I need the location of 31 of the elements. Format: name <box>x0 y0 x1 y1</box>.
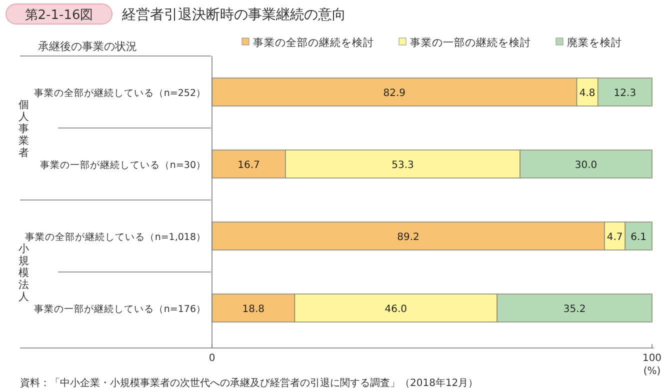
data-label: 35.2 <box>563 304 586 315</box>
data-label: 18.8 <box>242 304 264 315</box>
data-label: 82.9 <box>383 88 406 99</box>
text: 第2-1-16図 <box>24 8 94 23</box>
legend-label: 事業の一部の継続を検討 <box>410 36 531 49</box>
x-tick-label: 100 <box>642 353 662 364</box>
y-axis-title: 承継後の事業の状況 <box>38 40 137 53</box>
data-label: 30.0 <box>574 160 598 171</box>
text: 個人事業者 <box>18 99 30 159</box>
data-label: 53.3 <box>392 160 414 171</box>
legend-item: 事業の一部の継続を検討 <box>398 37 531 49</box>
data-label: 4.8 <box>579 88 596 99</box>
data-label: 6.1 <box>630 232 647 243</box>
y-tick-label: 事業の全部が継続している（n=1,018） <box>24 231 206 243</box>
data-label: 89.2 <box>397 232 420 243</box>
chart-title: 経営者引退決断時の事業継続の意向 <box>121 7 346 23</box>
y-tick-label: 事業の全部が継続している（n=252） <box>34 87 206 99</box>
legend-label: 廃業を検討 <box>567 36 622 49</box>
data-label: 46.0 <box>384 304 408 315</box>
y-tick-label: 事業の一部が継続している（n=176） <box>34 303 206 315</box>
legend-item: 事業の全部の継続を検討 <box>242 37 374 49</box>
data-label: 12.3 <box>614 88 636 99</box>
x-axis-title: (%) <box>643 366 661 377</box>
text: 資料：「中小企業・小規模事業者の次世代への承継及び経営者の引退に関する調査」（2018年12月） <box>20 377 478 389</box>
x-tick-label: 0 <box>208 353 216 364</box>
y-tick-label: 事業の一部が継続している（n=30） <box>40 159 206 171</box>
text: 小規模法人 <box>18 242 30 303</box>
legend-item: 廃業を検討 <box>556 37 622 49</box>
data-label: 16.7 <box>238 160 260 171</box>
data-label: 4.7 <box>606 232 623 243</box>
legend-label: 事業の全部の継続を検討 <box>253 36 374 49</box>
